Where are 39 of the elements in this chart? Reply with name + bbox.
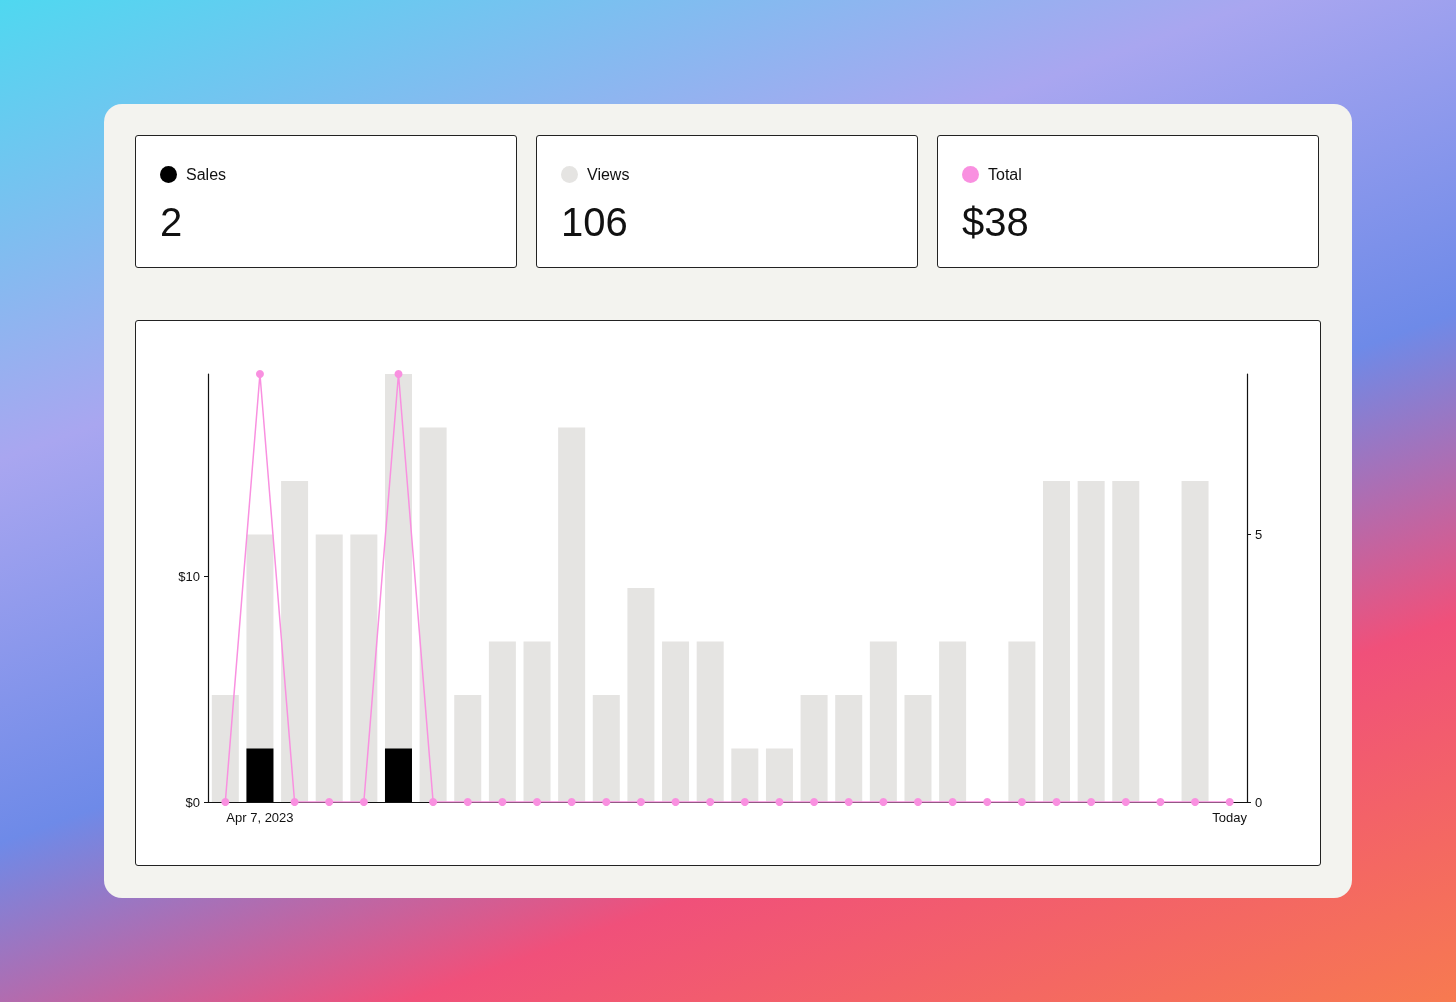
bar <box>281 481 309 802</box>
x-tick-label: Apr 7, 2023 <box>226 810 294 825</box>
bar <box>315 534 343 802</box>
bar <box>696 641 724 802</box>
bar <box>523 641 551 802</box>
bar <box>592 695 620 802</box>
bar <box>731 748 759 802</box>
bar <box>800 695 828 802</box>
bar <box>1008 641 1036 802</box>
bar <box>835 695 863 802</box>
bar <box>246 748 274 802</box>
y-tick-label: $0 <box>185 794 200 810</box>
bar <box>558 427 586 802</box>
y-tick-label: $10 <box>178 569 200 585</box>
bar <box>939 641 967 802</box>
bar <box>1112 481 1140 802</box>
bar <box>488 641 516 802</box>
bar <box>869 641 897 802</box>
bar <box>765 748 793 802</box>
bar <box>662 641 690 802</box>
text: 2 <box>160 200 183 245</box>
bar <box>904 695 932 802</box>
bar <box>419 427 447 802</box>
bar <box>350 534 378 802</box>
text: Sales <box>186 166 227 184</box>
x-tick-label: Today <box>1212 810 1248 825</box>
bar <box>454 695 482 802</box>
bar <box>384 748 412 802</box>
bar <box>1043 481 1071 802</box>
text: $38 <box>962 200 1029 245</box>
text: 106 <box>561 200 628 245</box>
bar <box>1077 481 1105 802</box>
bar <box>1181 481 1209 802</box>
text: Total <box>988 166 1022 184</box>
y2-tick-label: 0 <box>1255 794 1263 810</box>
y2-tick-label: 5 <box>1255 527 1263 542</box>
text: Views <box>587 166 630 184</box>
bar <box>627 588 655 802</box>
bar <box>211 695 239 802</box>
